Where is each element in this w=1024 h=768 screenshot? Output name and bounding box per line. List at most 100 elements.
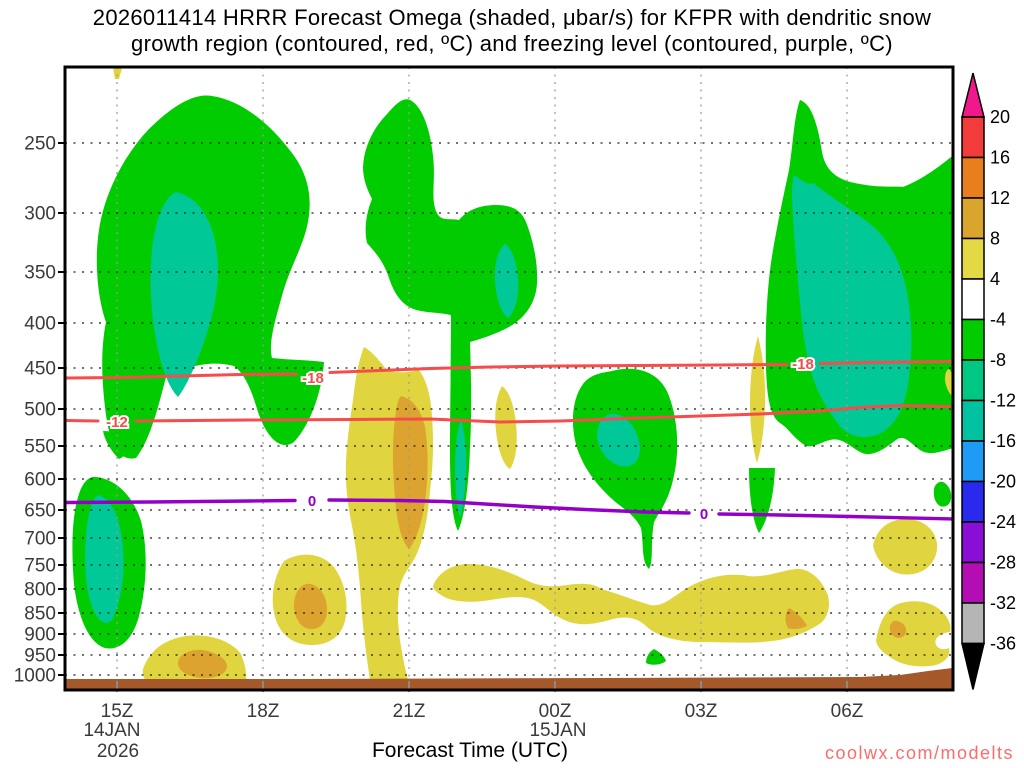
red-isotherm-minus18-seg2 [818, 360, 952, 365]
shaded-omega-field [72, 68, 952, 686]
shaded-region-teal-core-topleft [150, 192, 218, 397]
red-isotherm-minus12-seg1 [134, 404, 952, 424]
shaded-region-orange-spot-bottomright [889, 620, 907, 638]
shaded-region-teal-core-topmiddle [494, 244, 519, 318]
colorbar-segment-12 [961, 602, 985, 645]
contour-labels: -18 -18 -12 0 0 [104, 354, 816, 525]
y-label-550: 550 [24, 437, 56, 458]
x-label-21Z: 21Z [393, 701, 426, 722]
y-label-950: 950 [24, 646, 56, 667]
shaded-region-green-updraft-topmiddle [363, 99, 538, 531]
red-isotherm-minus18-seg0 [66, 372, 298, 380]
y-label-500: 500 [24, 400, 56, 421]
colorbar-label-20: 20 [990, 107, 1010, 127]
colorbar-segment-9 [961, 480, 985, 523]
shaded-region-yellow-oval-mid [495, 386, 517, 469]
shaded-region-orange-spot-band [785, 608, 807, 630]
contour-label-0-3: 0 [308, 493, 316, 510]
purple-freezing-level-seg0 [66, 498, 297, 505]
purple-freezing-level-seg2 [717, 512, 952, 521]
y-label-400: 400 [24, 314, 56, 335]
shaded-region-yellow-blob-700-late [873, 519, 938, 575]
y-label-1000: 1000 [14, 666, 56, 687]
y-label-300: 300 [24, 204, 56, 225]
shaded-region-green-wedge-03z [749, 468, 775, 533]
contour-lines [66, 360, 952, 521]
colorbar-label--24: -24 [990, 512, 1016, 532]
shaded-region-yellow-band-lowlevel [433, 564, 829, 643]
date-label-2026: 2026 [97, 741, 139, 762]
shaded-region-green-spot-bottom [646, 649, 666, 665]
red-isotherm-minus18-seg1 [328, 363, 789, 374]
colorbar-segment-6 [961, 359, 985, 402]
colorbar-segment-10 [961, 521, 985, 564]
colorbar: 20 16 12 8 4 -4 -8 -12 -16 -20 -24 -28 -32 -36 [961, 72, 1016, 690]
red-isotherm-minus12-seg0 [66, 419, 100, 423]
shaded-region-green-spot-rightedge [933, 481, 952, 507]
colorbar-segment-2 [961, 197, 985, 240]
shaded-region-orange-core-18z [294, 583, 327, 630]
date-label-14JAN: 14JAN [83, 720, 140, 741]
shaded-region-teal-sliver-stem [455, 420, 467, 518]
colorbar-arrow-bottom [961, 642, 985, 690]
shaded-region-teal-core-midright [597, 413, 640, 467]
purple-freezing-level-seg1 [327, 498, 691, 515]
shaded-region-yellow-sliver-03z [750, 336, 766, 463]
shaded-region-yellow-blob-bottomright [876, 601, 951, 667]
colorbar-label--8: -8 [990, 350, 1006, 370]
y-label-850: 850 [24, 604, 56, 625]
x-label-06Z: 06Z [831, 701, 864, 722]
y-label-900: 900 [24, 625, 56, 646]
x-label-15Z: 15Z [101, 701, 134, 722]
colorbar-label-8: 8 [990, 229, 1000, 249]
contour-label--18-1: -18 [792, 356, 814, 373]
y-label-450: 450 [24, 359, 56, 380]
colorbar-label-4: 4 [990, 269, 1000, 289]
colorbar-label--28: -28 [990, 553, 1016, 573]
shaded-region-green-updraft-midright [572, 368, 678, 569]
colorbar-segment-3 [961, 237, 985, 280]
colorbar-segment-7 [961, 399, 985, 442]
colorbar-label--4: -4 [990, 310, 1006, 330]
contour-label--18-0: -18 [302, 370, 324, 387]
shaded-region-teal-core-left-column [85, 495, 124, 623]
colorbar-segment-5 [961, 318, 985, 361]
colorbar-label--20: -20 [990, 472, 1016, 492]
date-label-15JAN: 15JAN [529, 720, 586, 741]
watermark-link[interactable]: coolwx.com/modelts [825, 743, 1014, 763]
y-label-600: 600 [24, 470, 56, 491]
colorbar-label-16: 16 [990, 148, 1010, 168]
colorbar-label--32: -32 [990, 593, 1016, 613]
colorbar-segment-4 [961, 278, 985, 321]
colorbar-segment-0 [961, 116, 985, 159]
shaded-region-orange-core-bottomleft [178, 649, 227, 679]
shaded-region-green-cone-left [103, 431, 141, 459]
x-label-18Z: 18Z [247, 701, 280, 722]
colorbar-label--36: -36 [990, 634, 1016, 654]
x-axis-title: Forecast Time (UTC) [372, 739, 568, 762]
colorbar-segment-11 [961, 561, 985, 604]
terrain-surface [66, 668, 952, 689]
chart-title-line1: 2026011414 HRRR Forecast Omega (shaded, … [93, 5, 931, 30]
y-axis-labels: 2503003504004505005506006507007508008509… [14, 134, 56, 687]
y-label-750: 750 [24, 556, 56, 577]
colorbar-segment-1 [961, 156, 985, 199]
plot-frame [63, 65, 955, 692]
colorbar-arrow-top [961, 72, 985, 118]
contour-label--12-2: -12 [106, 414, 128, 431]
y-label-800: 800 [24, 580, 56, 601]
chart-title-line2: growth region (contoured, red, ºC) and f… [131, 31, 893, 56]
shaded-region-yellow-sliver-rightedge [945, 369, 952, 396]
colorbar-label--16: -16 [990, 431, 1016, 451]
y-label-650: 650 [24, 501, 56, 522]
y-label-700: 700 [24, 529, 56, 550]
x-label-00Z: 00Z [539, 701, 572, 722]
y-label-350: 350 [24, 263, 56, 284]
y-label-250: 250 [24, 134, 56, 155]
colorbar-label--12: -12 [990, 391, 1016, 411]
colorbar-label-12: 12 [990, 188, 1010, 208]
terrain-strip [66, 668, 952, 689]
